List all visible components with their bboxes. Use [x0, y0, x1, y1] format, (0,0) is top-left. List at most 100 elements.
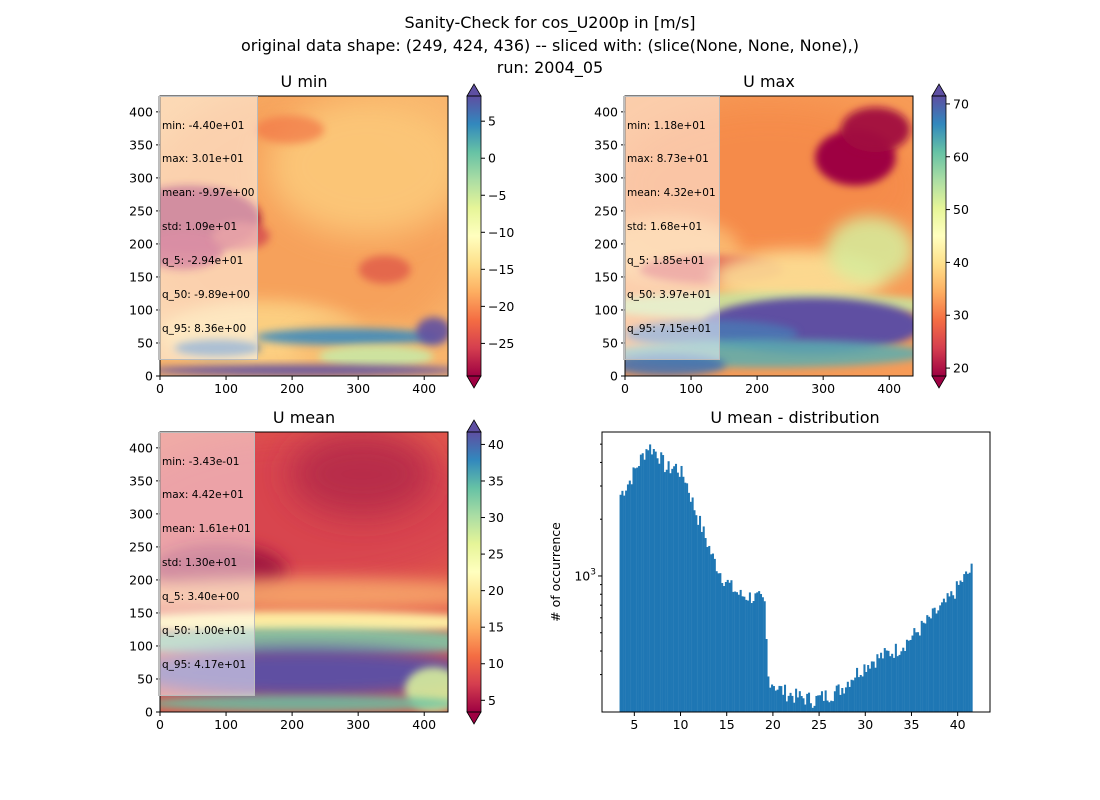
histogram-bar	[922, 622, 925, 712]
histogram-bar	[643, 459, 646, 712]
histogram-bar	[819, 695, 822, 712]
histogram-bar	[752, 601, 755, 712]
histogram-bar	[769, 687, 772, 712]
y-tick-label: 250	[129, 539, 153, 554]
hist-x-tick-label: 20	[765, 717, 781, 732]
colorbar-tick-label: 20	[953, 361, 969, 376]
umin-stat-min: min: -4.40e+01	[162, 119, 245, 132]
histogram-bar	[737, 594, 740, 712]
histogram-bar	[928, 616, 931, 712]
colorbar-tick-label: 20	[488, 583, 504, 598]
umean-stat-q50: q_50: 1.00e+01	[162, 625, 247, 638]
histogram-bar	[795, 688, 798, 712]
histogram-bar	[793, 702, 796, 712]
histogram-bar	[695, 515, 698, 712]
histogram-bar	[955, 581, 958, 712]
histogram-bar	[957, 584, 960, 712]
figure-title-line-2: original data shape: (249, 424, 436) -- …	[241, 36, 859, 55]
umin-stat-max: max: 3.01e+01	[162, 153, 244, 166]
histogram-ylabel: # of occurrence	[548, 522, 563, 622]
histogram-bar	[625, 490, 628, 712]
histogram-bar	[658, 463, 661, 712]
histogram-bar	[822, 700, 825, 712]
umax-stat-q95: q_95: 7.15e+01	[627, 322, 712, 335]
histogram-bar	[839, 694, 842, 712]
histogram-bar	[647, 450, 650, 712]
colorbar-tick-label: −20	[488, 299, 514, 314]
histogram-bar	[904, 650, 907, 712]
histogram-bar	[968, 572, 971, 712]
histogram-bar	[843, 693, 846, 712]
histogram-bar	[917, 632, 920, 712]
histogram-bar	[711, 553, 714, 712]
histogram-bar	[656, 458, 659, 712]
x-tick-label: 200	[280, 381, 304, 396]
histogram-bar	[913, 628, 916, 712]
histogram-bar	[787, 695, 790, 712]
histogram-bar	[857, 677, 860, 712]
histogram-bar	[961, 581, 964, 712]
colorbar-body	[467, 432, 481, 712]
histogram-bar	[717, 573, 720, 712]
histogram-bar	[811, 707, 814, 712]
histogram-bar	[900, 651, 903, 712]
histogram-bar	[669, 473, 672, 712]
umax-stats-box: min: 1.18e+01 max: 8.73e+01 mean: 4.32e+…	[623, 96, 720, 360]
colorbar-frame	[931, 95, 947, 377]
colorbar-tick-label: 5	[488, 693, 496, 708]
histogram-bar	[894, 643, 897, 712]
histogram-bar	[924, 623, 927, 712]
histogram-bar	[689, 501, 692, 712]
umean-stat-mean: mean: 1.61e+01	[162, 523, 251, 536]
heatmap-region	[160, 695, 448, 712]
heatmap-region	[826, 216, 913, 284]
histogram-bar	[867, 665, 870, 712]
histogram-bar	[850, 679, 853, 712]
histogram-bar	[767, 676, 770, 712]
colorbar-tick-label: −25	[488, 336, 514, 351]
umin-title: U min	[280, 72, 328, 91]
histogram-bar	[815, 695, 818, 712]
x-tick-label: 400	[877, 381, 901, 396]
colorbar-extend-min	[466, 711, 482, 725]
x-tick-label: 0	[156, 717, 164, 732]
umean-stat-max: max: 4.42e+01	[162, 489, 244, 502]
colorbar-tick-label: 40	[488, 437, 504, 452]
colorbar-tick-label: 35	[488, 473, 504, 488]
colorbar-tick-label: 0	[488, 151, 496, 166]
histogram-bar	[833, 691, 836, 712]
heatmap-region	[289, 432, 434, 516]
umin-stat-std: std: 1.09e+01	[162, 221, 238, 234]
y-tick-label: 350	[129, 137, 153, 152]
histogram-bar	[747, 600, 750, 712]
y-tick-label: 100	[129, 302, 153, 317]
histogram-bar	[759, 593, 763, 712]
histogram-bar	[734, 591, 737, 712]
histogram-bar	[883, 648, 886, 712]
hist-x-tick-label: 40	[950, 717, 966, 732]
histogram-bar	[965, 571, 968, 712]
histogram-bar	[953, 598, 957, 712]
y-tick-label: 100	[594, 302, 618, 317]
histogram-bar	[649, 444, 652, 712]
histogram-bar	[639, 454, 642, 712]
histogram-bar	[676, 472, 679, 712]
colorbar-tick-label: 70	[953, 96, 969, 111]
histogram-bar	[835, 685, 838, 712]
x-tick-label: 100	[679, 381, 703, 396]
umin-stat-mean: mean: -9.97e+00	[162, 187, 255, 200]
hist-x-tick-label: 5	[630, 717, 638, 732]
colorbar-extend-min	[466, 375, 482, 389]
y-tick-label: 250	[129, 203, 153, 218]
y-tick-label: 200	[594, 236, 618, 251]
histogram-bar	[907, 640, 910, 712]
x-tick-label: 100	[214, 381, 238, 396]
histogram-bar	[896, 656, 899, 712]
histogram-bar	[636, 467, 639, 712]
umean-stats-box: min: -3.43e-01 max: 4.42e+01 mean: 1.61e…	[158, 432, 255, 696]
colorbar-body	[467, 96, 481, 376]
x-tick-label: 400	[412, 381, 436, 396]
histogram-bar	[824, 690, 827, 712]
histogram-bar	[623, 495, 626, 712]
y-tick-label: 250	[594, 203, 618, 218]
